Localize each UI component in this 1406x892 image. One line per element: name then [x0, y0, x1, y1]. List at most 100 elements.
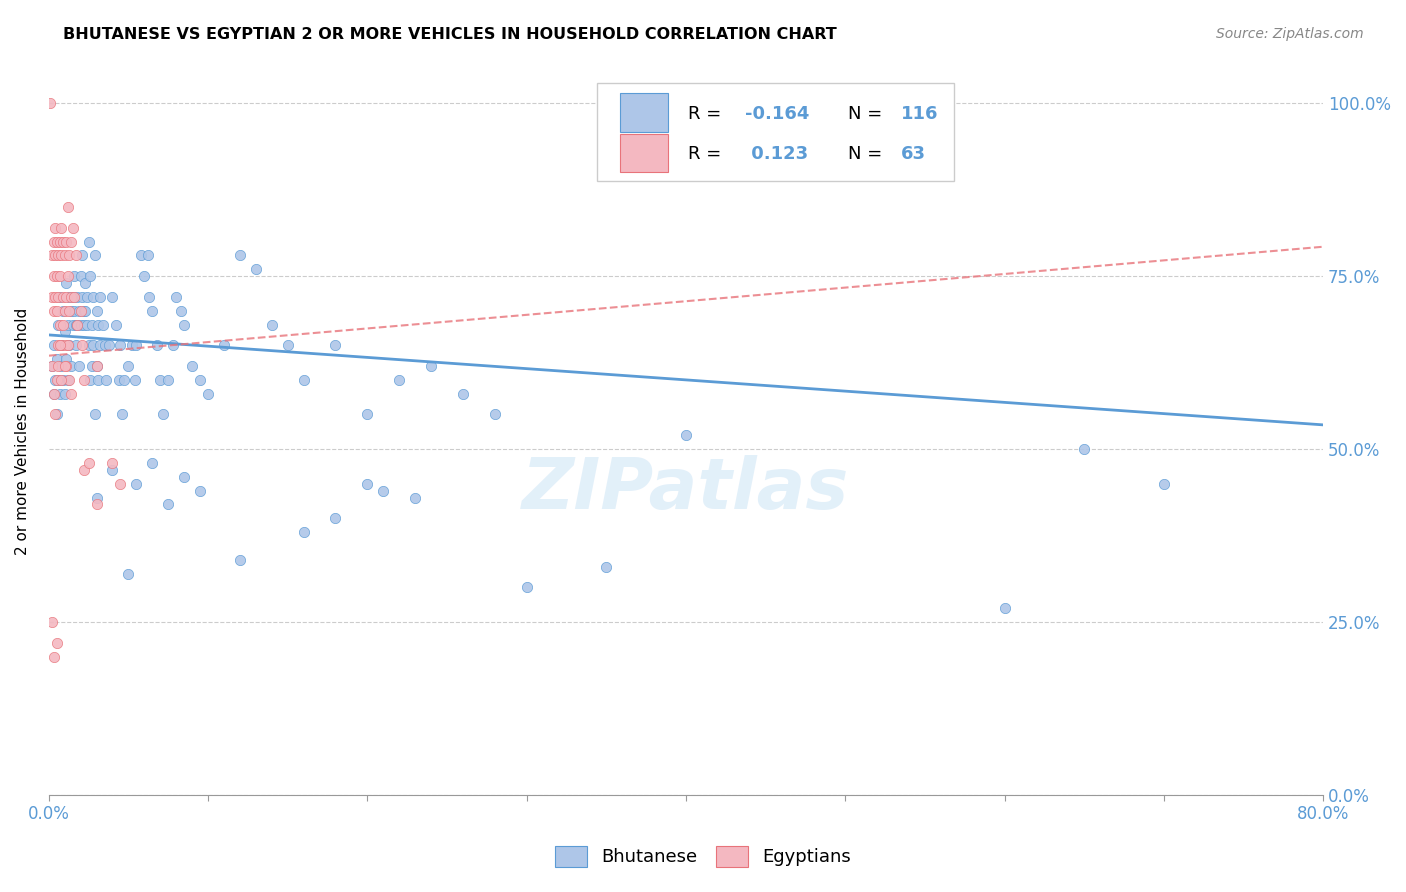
Point [56, 318, 79, 332]
Point [134, 269, 156, 284]
Point [388, 373, 411, 387]
Point [58, 303, 80, 318]
Point [173, 469, 195, 483]
Point [51, 338, 73, 352]
Point [49, 235, 72, 249]
Point [77, 338, 100, 352]
Point [104, 318, 127, 332]
Point [75, 276, 97, 290]
Point [52, 318, 75, 332]
Point [45, 235, 67, 249]
Point [51, 373, 73, 387]
Point [55, 290, 77, 304]
Point [42, 338, 65, 352]
Point [60, 303, 83, 318]
Point [162, 338, 184, 352]
Point [98, 338, 121, 352]
Point [56, 200, 79, 214]
Point [41, 359, 63, 373]
Text: Source: ZipAtlas.com: Source: ZipAtlas.com [1216, 27, 1364, 41]
Point [94, 373, 117, 387]
Point [245, 262, 267, 277]
Point [42, 649, 65, 664]
Point [53, 248, 76, 262]
Point [46, 290, 69, 304]
Bar [620, 134, 668, 172]
Point [197, 386, 219, 401]
Text: R =: R = [689, 104, 727, 122]
Point [108, 373, 131, 387]
Text: N =: N = [848, 104, 887, 122]
Point [42, 386, 65, 401]
Point [110, 476, 132, 491]
Point [62, 220, 84, 235]
Point [79, 373, 101, 387]
Point [124, 373, 146, 387]
Point [45, 408, 67, 422]
Point [229, 553, 252, 567]
Point [76, 318, 98, 332]
Point [52, 290, 75, 304]
Point [63, 303, 86, 318]
Point [125, 476, 148, 491]
Point [157, 373, 180, 387]
Point [484, 408, 506, 422]
Text: 116: 116 [901, 104, 939, 122]
Point [141, 456, 163, 470]
Point [49, 269, 72, 284]
Point [45, 636, 67, 650]
Point [80, 359, 103, 373]
Point [69, 303, 91, 318]
FancyBboxPatch shape [596, 83, 953, 181]
Point [58, 248, 80, 262]
Point [89, 338, 111, 352]
Point [56, 373, 79, 387]
Point [45, 352, 67, 367]
Point [149, 373, 172, 387]
Text: 63: 63 [901, 145, 927, 163]
Point [67, 303, 90, 318]
Point [62, 290, 84, 304]
Point [45, 303, 67, 318]
Point [44, 220, 66, 235]
Point [420, 359, 443, 373]
Point [86, 498, 108, 512]
Point [373, 483, 395, 498]
Point [86, 303, 108, 318]
Point [111, 408, 134, 422]
Point [42, 303, 65, 318]
Point [292, 525, 315, 540]
Point [69, 269, 91, 284]
Point [70, 248, 93, 262]
Point [152, 408, 174, 422]
Point [52, 303, 75, 318]
Point [55, 276, 77, 290]
Point [89, 290, 111, 304]
Point [69, 318, 91, 332]
Point [46, 318, 69, 332]
Point [121, 338, 143, 352]
Text: N =: N = [848, 145, 887, 163]
Point [181, 359, 204, 373]
Point [404, 491, 426, 505]
Point [93, 338, 115, 352]
Point [60, 386, 83, 401]
Point [44, 408, 66, 422]
Point [260, 318, 283, 332]
Point [53, 325, 76, 339]
Text: 0.123: 0.123 [745, 145, 807, 163]
Point [63, 269, 86, 284]
Point [60, 235, 83, 249]
Point [66, 318, 89, 332]
Point [595, 559, 617, 574]
Point [49, 338, 72, 352]
Point [165, 290, 187, 304]
Point [1153, 476, 1175, 491]
Point [66, 290, 89, 304]
Point [42, 386, 65, 401]
Point [117, 359, 139, 373]
Point [993, 601, 1015, 615]
Point [157, 498, 180, 512]
Point [110, 338, 132, 352]
Point [53, 338, 76, 352]
